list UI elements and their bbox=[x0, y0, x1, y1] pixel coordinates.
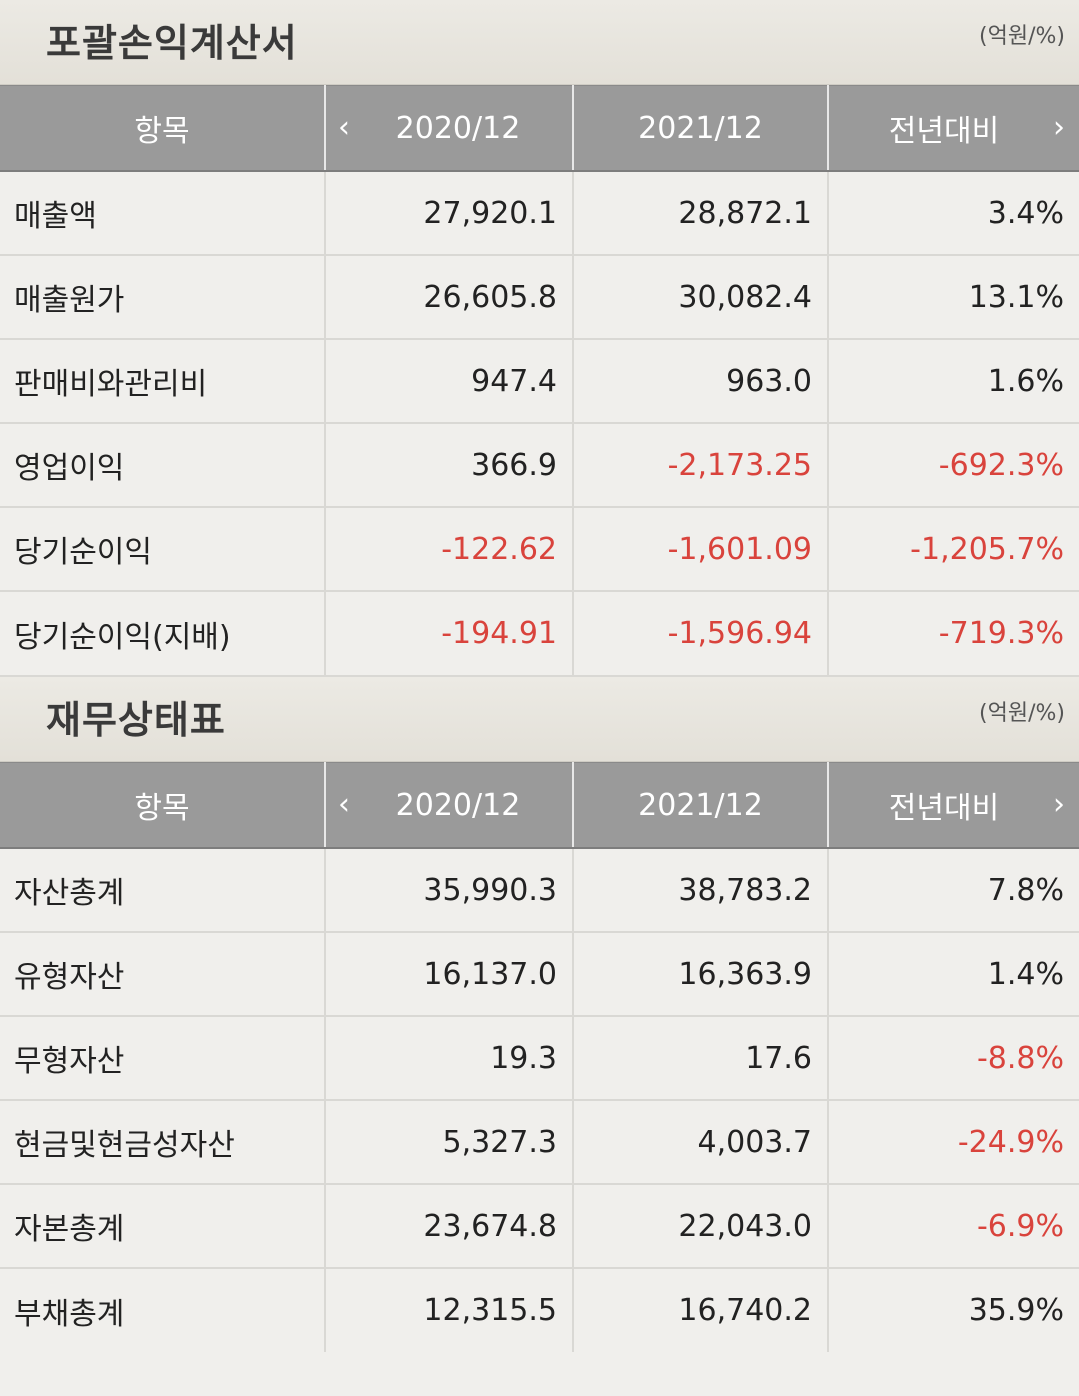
row-label: 무형자산 bbox=[0, 1015, 325, 1100]
value-2020: 16,137.0 bbox=[324, 931, 573, 1016]
row-label: 현금및현금성자산 bbox=[0, 1099, 325, 1184]
value-2021: 30,082.4 bbox=[572, 254, 828, 339]
header-year-1: ‹ 2020/12 bbox=[324, 85, 573, 172]
value-yoy: -6.9% bbox=[827, 1183, 1079, 1268]
table-row: 판매비와관리비 947.4 963.0 1.6% bbox=[0, 338, 1079, 423]
value-2021: 22,043.0 bbox=[572, 1183, 828, 1268]
row-label: 당기순이익 bbox=[0, 506, 325, 591]
table-row: 자산총계 35,990.3 38,783.2 7.8% bbox=[0, 848, 1079, 932]
header-yoy: 전년대비 › bbox=[827, 85, 1079, 172]
value-yoy: -24.9% bbox=[827, 1099, 1079, 1184]
value-2021: -1,596.94 bbox=[572, 590, 828, 675]
income-unit-label: (억원/%) bbox=[979, 24, 1065, 49]
value-2021: 28,872.1 bbox=[572, 171, 828, 255]
table-row: 유형자산 16,137.0 16,363.9 1.4% bbox=[0, 931, 1079, 1016]
balance-table-body: 자산총계 35,990.3 38,783.2 7.8% 유형자산 16,137.0 16,3… bbox=[0, 848, 1079, 1352]
row-label: 자산총계 bbox=[14, 876, 125, 911]
table-row: 당기순이익(지배) -194.91 -1,596.94 -719.3% bbox=[0, 590, 1079, 675]
value-2021: 38,783.2 bbox=[572, 848, 828, 932]
value-2020: -122.62 bbox=[324, 506, 573, 591]
header-item: 항목 bbox=[0, 85, 325, 172]
row-label: 매출액 bbox=[14, 199, 97, 234]
value-yoy: 13.1% bbox=[827, 254, 1079, 339]
balance-table-header: 항목 ‹ 2020/12 2021/12 전년대비 › bbox=[0, 762, 1079, 849]
balance-unit-label: (억원/%) bbox=[979, 701, 1065, 726]
chevron-right-icon[interactable]: › bbox=[1053, 110, 1065, 145]
value-2020: 366.9 bbox=[324, 422, 573, 507]
value-2020: 947.4 bbox=[324, 338, 573, 423]
value-yoy: 35.9% bbox=[827, 1267, 1079, 1352]
value-2020: 23,674.8 bbox=[324, 1183, 573, 1268]
value-yoy: 1.4% bbox=[827, 931, 1079, 1016]
value-2020: 35,990.3 bbox=[324, 848, 573, 932]
divider bbox=[0, 675, 1079, 677]
value-2020: -194.91 bbox=[324, 590, 573, 675]
value-2020: 27,920.1 bbox=[324, 171, 573, 255]
value-2021: 17.6 bbox=[572, 1015, 828, 1100]
header-item: 항목 bbox=[0, 762, 325, 849]
income-section-header: 포괄손익계산서 (억원/%) bbox=[0, 0, 1079, 85]
value-2020: 19.3 bbox=[324, 1015, 573, 1100]
value-yoy: 7.8% bbox=[827, 848, 1079, 932]
balance-section-title: 재무상태표 bbox=[46, 698, 226, 742]
balance-section-header: 재무상태표 (억원/%) bbox=[0, 677, 1079, 762]
header-year-2: 2021/12 bbox=[572, 762, 828, 849]
balance-table: 항목 ‹ 2020/12 2021/12 전년대비 › 자산총계 35,990.3… bbox=[0, 762, 1079, 1352]
value-2021: -1,601.09 bbox=[572, 506, 828, 591]
header-yoy: 전년대비 › bbox=[827, 762, 1079, 849]
value-yoy: 3.4% bbox=[827, 171, 1079, 255]
row-label: 자본총계 bbox=[0, 1183, 325, 1268]
table-row: 자본총계 23,674.8 22,043.0 -6.9% bbox=[0, 1183, 1079, 1268]
value-yoy: -8.8% bbox=[827, 1015, 1079, 1100]
row-label: 영업이익 bbox=[0, 422, 325, 507]
income-table: 항목 ‹ 2020/12 2021/12 전년대비 › 매출액 27,920.1 2… bbox=[0, 85, 1079, 675]
row-label: 매출원가 bbox=[0, 254, 325, 339]
value-2020: 5,327.3 bbox=[324, 1099, 573, 1184]
value-2021: 963.0 bbox=[572, 338, 828, 423]
value-2021: 16,363.9 bbox=[572, 931, 828, 1016]
chevron-right-icon[interactable]: › bbox=[1053, 787, 1065, 822]
value-2021: -2,173.25 bbox=[572, 422, 828, 507]
row-label: 판매비와관리비 bbox=[0, 338, 325, 423]
table-row: 부채총계 12,315.5 16,740.2 35.9% bbox=[0, 1267, 1079, 1352]
row-label: 유형자산 bbox=[0, 931, 325, 1016]
value-yoy: -1,205.7% bbox=[827, 506, 1079, 591]
table-row: 매출액 27,920.1 28,872.1 3.4% bbox=[0, 171, 1079, 255]
value-2021: 16,740.2 bbox=[572, 1267, 828, 1352]
header-year-1: ‹ 2020/12 bbox=[324, 762, 573, 849]
table-row: 무형자산 19.3 17.6 -8.8% bbox=[0, 1015, 1079, 1100]
value-yoy: -692.3% bbox=[827, 422, 1079, 507]
chevron-left-icon[interactable]: ‹ bbox=[338, 787, 350, 822]
value-yoy: 1.6% bbox=[827, 338, 1079, 423]
header-year-2: 2021/12 bbox=[572, 85, 828, 172]
row-label: 부채총계 bbox=[0, 1267, 325, 1352]
table-row: 당기순이익 -122.62 -1,601.09 -1,205.7% bbox=[0, 506, 1079, 591]
income-section-title: 포괄손익계산서 bbox=[46, 21, 298, 65]
income-table-header: 항목 ‹ 2020/12 2021/12 전년대비 › bbox=[0, 85, 1079, 172]
chevron-left-icon[interactable]: ‹ bbox=[338, 110, 350, 145]
row-label: 당기순이익(지배) bbox=[0, 590, 325, 675]
table-row: 현금및현금성자산 5,327.3 4,003.7 -24.9% bbox=[0, 1099, 1079, 1184]
income-table-body: 매출액 27,920.1 28,872.1 3.4% 매출원가 26,605.8 30,08… bbox=[0, 171, 1079, 675]
value-2020: 26,605.8 bbox=[324, 254, 573, 339]
value-2020: 12,315.5 bbox=[324, 1267, 573, 1352]
table-row: 매출원가 26,605.8 30,082.4 13.1% bbox=[0, 254, 1079, 339]
table-row: 영업이익 366.9 -2,173.25 -692.3% bbox=[0, 422, 1079, 507]
value-2021: 4,003.7 bbox=[572, 1099, 828, 1184]
value-yoy: -719.3% bbox=[827, 590, 1079, 675]
